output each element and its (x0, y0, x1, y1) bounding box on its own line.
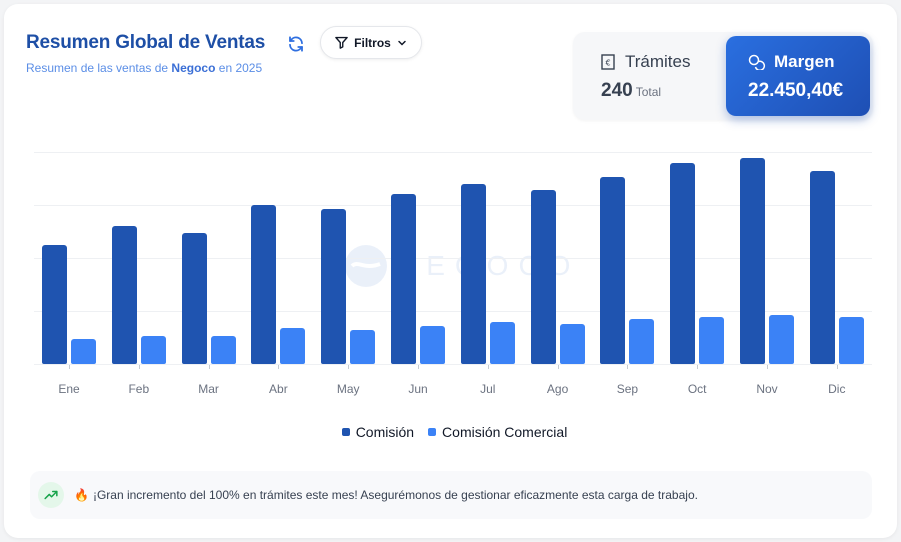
legend-swatch (341, 428, 350, 436)
svg-text:€: € (605, 59, 610, 68)
stat-margen: Margen 22.450,40€ (726, 36, 870, 116)
x-tick (278, 365, 280, 369)
x-axis-label: Abr (269, 382, 288, 396)
bar-comision-comercial[interactable] (489, 321, 515, 364)
bar-comision-comercial[interactable] (140, 336, 166, 364)
bar-comision-comercial[interactable] (629, 319, 655, 364)
filters-button[interactable]: Filtros (320, 26, 422, 59)
x-axis-label: Feb (128, 382, 150, 396)
trending-up-icon (38, 482, 64, 508)
x-axis-label: Sep (616, 382, 639, 396)
x-axis-label: May (336, 382, 360, 396)
x-axis-label: Jul (480, 382, 496, 396)
negoco-logo-icon (345, 245, 387, 287)
bar-comision[interactable] (42, 245, 67, 364)
x-tick (138, 365, 140, 369)
x-tick (767, 365, 768, 369)
tramites-unit: Total (635, 85, 662, 99)
x-tick (697, 365, 699, 369)
gridline (34, 205, 872, 206)
margen-label: Margen (774, 52, 835, 71)
euro-document-icon: € (601, 54, 615, 70)
chart-legend: Comisión Comisión Comercial (4, 424, 901, 440)
coins-icon (748, 54, 766, 70)
x-axis-label: Jun (408, 382, 428, 396)
x-tick (487, 365, 489, 369)
legend-label: Comisión Comercial (442, 424, 568, 440)
bar-comision[interactable] (530, 190, 556, 364)
bar-comision-comercial[interactable] (350, 330, 376, 364)
sales-bar-chart: NEGOCO Ene Feb Mar Abr May Jun Jul Ago Sep Oct Nov… (34, 144, 872, 404)
gridline (34, 311, 872, 312)
fire-icon: 🔥 (74, 488, 89, 502)
x-tick (557, 365, 559, 369)
bar-comision[interactable] (809, 171, 835, 364)
margen-value: 22.450,40€ (748, 80, 844, 101)
bar-comision[interactable] (740, 158, 765, 364)
sales-summary-card: Resumen Global de Ventas Resumen de las … (4, 4, 897, 538)
bar-comision-comercial[interactable] (769, 315, 794, 364)
bar-comision-comercial[interactable] (838, 317, 864, 364)
alert-text: ¡Gran incremento del 100% en trámites es… (92, 488, 698, 502)
x-tick (69, 365, 70, 369)
x-axis-label: Oct (687, 382, 707, 396)
gridline (34, 152, 872, 153)
chevron-down-icon (398, 40, 406, 46)
subtitle-prefix: Resumen de las ventas de (26, 61, 172, 75)
gridline (34, 364, 872, 365)
subtitle: Resumen de las ventas de Negoco en 2025 (26, 61, 262, 75)
x-axis-label: Ene (58, 382, 80, 396)
legend-item[interactable]: Comisión Comercial (428, 424, 567, 440)
bar-comision[interactable] (111, 226, 137, 364)
legend-swatch (428, 428, 437, 436)
x-axis-label: Mar (198, 382, 219, 396)
gridline (34, 258, 872, 259)
bar-comision[interactable] (391, 194, 416, 364)
bar-comision-comercial[interactable] (71, 338, 96, 364)
tramites-value: 240 (601, 80, 633, 101)
bar-comision[interactable] (600, 177, 626, 364)
x-tick (208, 365, 210, 369)
x-axis-label: Nov (756, 382, 778, 396)
x-axis-label: Ago (546, 382, 569, 396)
legend-label: Comisión (355, 424, 415, 440)
tramites-label: Trámites (625, 52, 691, 71)
bar-comision-comercial[interactable] (559, 323, 585, 364)
page-title: Resumen Global de Ventas (26, 32, 266, 53)
refresh-icon[interactable] (287, 35, 305, 53)
legend-item[interactable]: Comisión (341, 424, 415, 440)
stat-tramites: € Trámites 240 Total (601, 52, 691, 102)
bar-comision-comercial[interactable] (210, 336, 236, 364)
x-tick (836, 365, 838, 369)
bar-comision[interactable] (251, 205, 277, 364)
bar-comision[interactable] (670, 162, 696, 364)
bar-comision-comercial[interactable] (420, 325, 445, 364)
filter-icon (335, 36, 348, 49)
insight-alert: 🔥 ¡Gran incremento del 100% en trámites … (30, 471, 872, 519)
x-tick (627, 365, 629, 369)
bar-comision[interactable] (181, 232, 207, 364)
bar-comision[interactable] (460, 183, 486, 364)
company-name: Negoco (171, 61, 216, 75)
x-tick (418, 365, 419, 369)
bar-comision-comercial[interactable] (280, 327, 306, 364)
filters-label: Filtros (354, 35, 391, 50)
x-axis-label: Dic (828, 382, 846, 396)
bar-comision[interactable] (321, 209, 347, 364)
bar-comision-comercial[interactable] (699, 317, 725, 364)
subtitle-suffix: en 2025 (215, 61, 263, 75)
x-tick (348, 365, 350, 369)
